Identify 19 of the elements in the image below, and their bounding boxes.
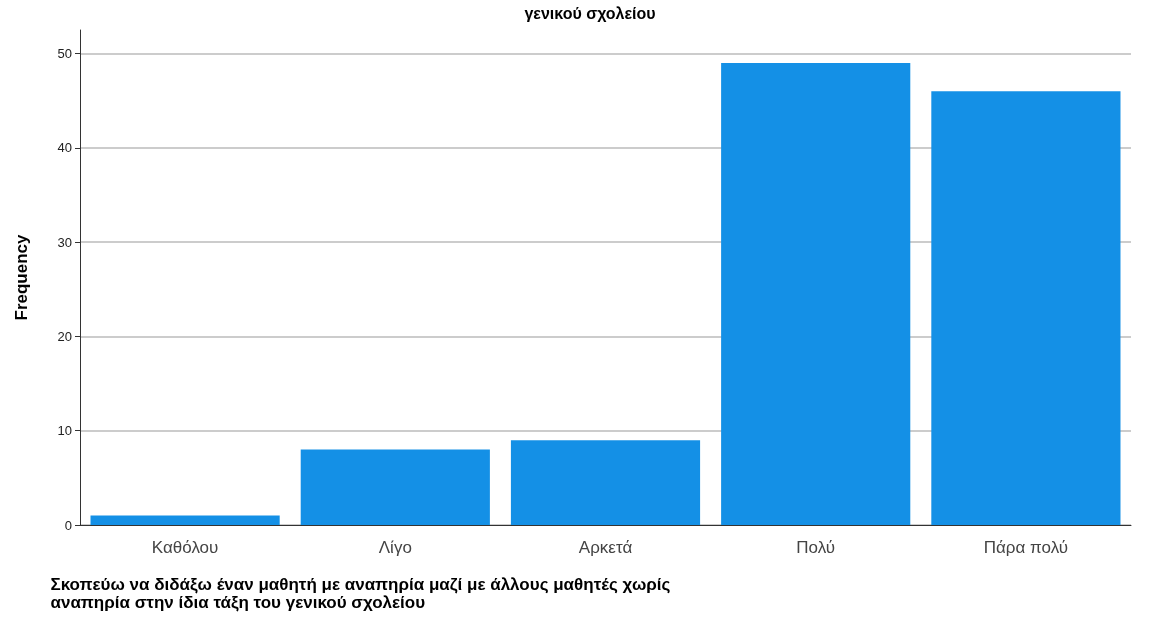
y-tick-label: 10: [57, 423, 72, 439]
x-tick-label: Λίγο: [378, 538, 412, 557]
bar: [300, 449, 490, 525]
x-tick-label: Αρκετά: [578, 538, 633, 557]
chart-title: γενικού σχολείου: [524, 4, 656, 22]
x-tick-label: Πάρα πολύ: [983, 538, 1069, 557]
y-axis-title: Frequency: [12, 233, 31, 321]
x-tick-label: Πολύ: [796, 538, 836, 557]
x-axis-title: Σκοπεύω να διδάξω έναν μαθητή με αναπηρία μαζί με άλλους μαθητές χωρίς αναπηρία στην ίδια τάξη του γενικού σχολείου: [50, 574, 676, 612]
bar: [721, 63, 911, 525]
x-tick-label: Καθόλου: [151, 538, 219, 557]
y-tick-label: 20: [57, 328, 72, 344]
bar: [931, 91, 1121, 525]
y-tick-label: 40: [57, 140, 72, 156]
bar: [510, 440, 701, 525]
y-tick-label: 50: [57, 46, 72, 62]
bar: [90, 515, 280, 525]
y-tick-label: 30: [57, 234, 72, 250]
y-tick-label: 0: [64, 517, 72, 533]
